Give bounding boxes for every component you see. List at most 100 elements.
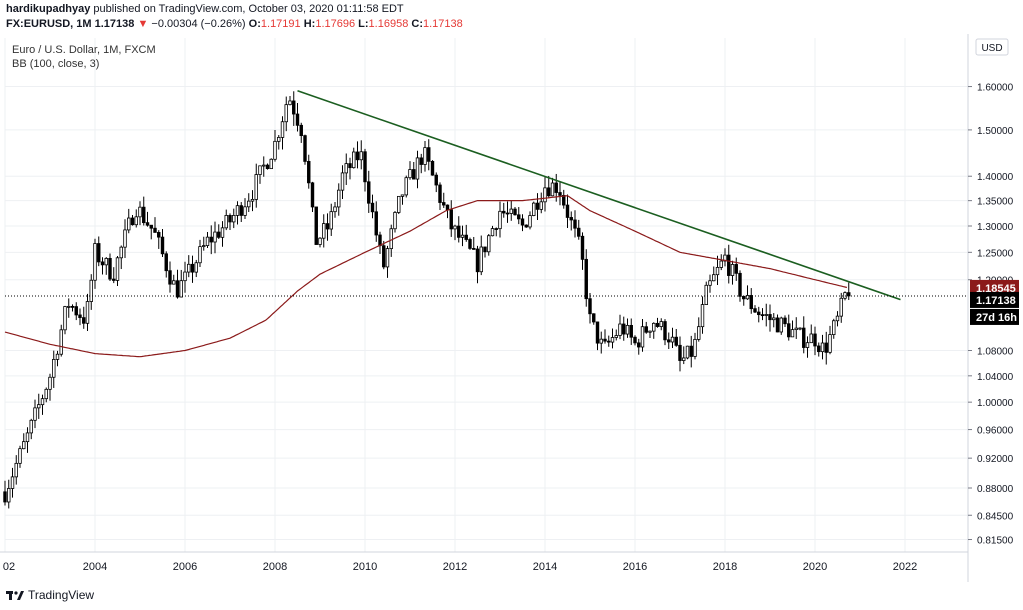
candle-body bbox=[502, 210, 506, 214]
candle-body bbox=[337, 189, 341, 208]
candle-body bbox=[697, 326, 701, 340]
candle-body bbox=[427, 147, 431, 162]
price-change: −0.00304 (−0.26%) bbox=[151, 18, 246, 30]
candle-body bbox=[430, 160, 435, 176]
candle-body bbox=[29, 419, 33, 434]
candle-body bbox=[22, 441, 26, 450]
candle-body bbox=[108, 258, 112, 280]
currency-button[interactable]: USD bbox=[975, 38, 1009, 56]
countdown-tag-text: 27d 16h bbox=[976, 312, 1017, 324]
candles bbox=[3, 91, 851, 509]
candle-body bbox=[145, 222, 150, 226]
candle-body bbox=[625, 324, 630, 335]
last-price-tag: 1.17138 bbox=[970, 291, 1019, 308]
candle-body bbox=[809, 333, 813, 344]
candle-body bbox=[494, 228, 498, 230]
candle-body bbox=[254, 174, 258, 200]
candle-body bbox=[355, 151, 360, 161]
close-label: C: bbox=[411, 18, 423, 30]
candle-body bbox=[783, 317, 787, 325]
candle-body bbox=[633, 336, 637, 344]
candle-body bbox=[753, 308, 757, 313]
candle-body bbox=[288, 100, 292, 106]
candle-body bbox=[562, 194, 566, 206]
candle-body bbox=[190, 263, 195, 273]
candle-body bbox=[573, 219, 577, 229]
candle-body bbox=[344, 163, 348, 174]
candle-body bbox=[715, 267, 720, 276]
candle-body bbox=[802, 327, 806, 348]
candle-body bbox=[775, 317, 780, 333]
candle-body bbox=[569, 217, 573, 221]
candle-body bbox=[727, 254, 731, 276]
candle-body bbox=[637, 342, 641, 348]
candle-body bbox=[539, 201, 543, 210]
candle-body bbox=[723, 254, 727, 262]
candle-body bbox=[172, 280, 176, 285]
candle-body bbox=[828, 334, 832, 353]
candle-body bbox=[310, 182, 315, 208]
candle-body bbox=[63, 306, 67, 331]
candle-body bbox=[127, 217, 131, 231]
candle-body bbox=[359, 151, 363, 161]
publisher-name[interactable]: hardikupadhyay bbox=[6, 3, 91, 15]
candle-body bbox=[487, 235, 491, 253]
countdown-tag: 27d 16h bbox=[970, 308, 1019, 325]
candle-body bbox=[318, 237, 322, 245]
candle-body bbox=[157, 232, 161, 238]
candle-body bbox=[74, 306, 78, 316]
candle-body bbox=[667, 339, 671, 343]
candle-body bbox=[284, 104, 288, 123]
currency-button-box bbox=[975, 38, 1009, 56]
candle-body bbox=[374, 211, 378, 236]
candle-body bbox=[588, 298, 592, 315]
candle-body bbox=[149, 224, 153, 229]
candle-body bbox=[415, 157, 420, 180]
tradingview-footer[interactable]: TradingView bbox=[6, 588, 94, 602]
candle-body bbox=[385, 248, 390, 268]
candle-body bbox=[295, 113, 300, 126]
candle-body bbox=[243, 206, 247, 216]
candle-body bbox=[689, 345, 693, 357]
candle-body bbox=[820, 342, 825, 353]
candle-body bbox=[730, 264, 735, 276]
candle-body bbox=[115, 257, 120, 281]
candle-body bbox=[734, 264, 738, 274]
price-chart[interactable]: 1.60000 1.50000 1.40000 1.35000 1.30000 1.250… bbox=[0, 34, 1023, 582]
candle-body bbox=[749, 295, 753, 310]
trend-line bbox=[297, 90, 901, 301]
candle-body bbox=[655, 322, 660, 327]
candle-body bbox=[307, 161, 311, 184]
candle-body bbox=[280, 121, 285, 138]
candle-body bbox=[93, 243, 97, 281]
candle-body bbox=[742, 295, 746, 300]
tradingview-logo-icon bbox=[6, 591, 24, 600]
candle-body bbox=[224, 214, 228, 229]
indicator-legend[interactable]: BB (100, close, 3) bbox=[12, 58, 100, 70]
x-tick-label: 2004 bbox=[83, 561, 107, 573]
y-tick-label: 1.50000 bbox=[977, 126, 1014, 137]
y-tick-label: 1.08000 bbox=[977, 346, 1014, 357]
candle-body bbox=[363, 151, 367, 183]
candle-body bbox=[100, 261, 105, 266]
instrument-legend[interactable]: Euro / U.S. Dollar, 1M, FXCM bbox=[12, 44, 156, 56]
candle-body bbox=[659, 321, 663, 327]
candle-body bbox=[592, 313, 596, 323]
candle-body bbox=[798, 327, 802, 330]
candle-body bbox=[550, 182, 555, 197]
candle-body bbox=[37, 404, 41, 409]
candle-body bbox=[513, 208, 517, 216]
countdown-tag-box bbox=[970, 308, 1019, 325]
candle-body bbox=[663, 321, 667, 341]
candle-body bbox=[194, 262, 198, 273]
y-tick-label: 0.96000 bbox=[977, 426, 1014, 437]
candle-body bbox=[835, 315, 840, 322]
bb-price-tag: 1.18545 bbox=[970, 279, 1019, 296]
candle-body bbox=[18, 448, 22, 464]
candle-body bbox=[547, 187, 551, 197]
y-tick-label: 1.04000 bbox=[977, 372, 1014, 383]
candle-body bbox=[97, 243, 101, 263]
candle-body bbox=[468, 239, 472, 249]
candle-body bbox=[3, 491, 7, 503]
candle-body bbox=[299, 124, 303, 137]
